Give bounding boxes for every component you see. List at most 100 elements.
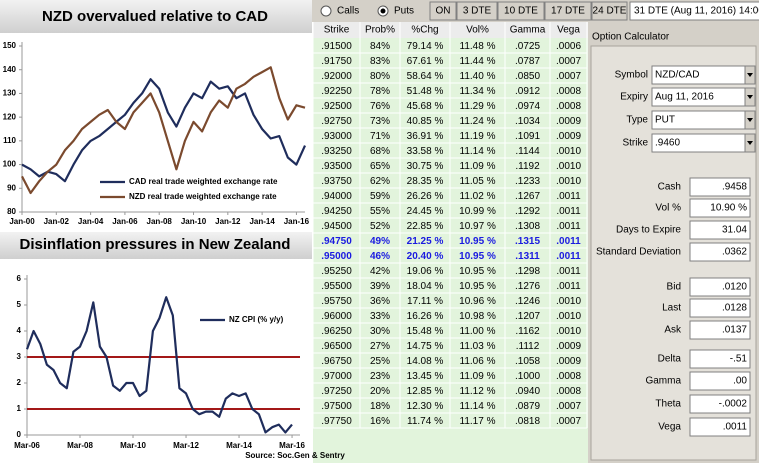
- field-label: Expiry: [620, 92, 648, 103]
- x-tick-label: Jan-12: [215, 217, 241, 226]
- value-box: [689, 298, 751, 318]
- field-label: Bid: [667, 282, 681, 293]
- cell: .0007: [556, 401, 581, 412]
- cell: 11.03 %: [460, 341, 496, 352]
- cell: .95750: [321, 296, 352, 307]
- button-label[interactable]: 10 DTE: [504, 6, 538, 17]
- select-value: .9460: [655, 138, 680, 149]
- cell: 84%: [370, 41, 390, 52]
- button[interactable]: [544, 1, 592, 21]
- cell: 79.14 %: [407, 41, 444, 52]
- cell: .0011: [556, 251, 581, 262]
- cell: .1311: [515, 251, 540, 262]
- column-header: %Chg: [411, 25, 438, 36]
- cell: 10.95 %: [459, 281, 496, 292]
- arrow-icon: [747, 141, 753, 145]
- field-label: Vega: [658, 422, 681, 433]
- cell: .0879: [515, 401, 540, 412]
- x-tick-label: Mar-14: [226, 441, 252, 450]
- column-header: Vega: [557, 25, 580, 36]
- y-tick-label: 120: [3, 112, 17, 121]
- cell: .96250: [321, 326, 352, 337]
- cell: 11.17 %: [460, 416, 496, 427]
- button-label[interactable]: 3 DTE: [463, 6, 492, 17]
- y-tick-label: 110: [3, 136, 16, 145]
- cell: 11.48 %: [460, 41, 496, 52]
- field-label: Days to Expire: [616, 225, 681, 236]
- cell: 11.00 %: [460, 326, 496, 337]
- button-label[interactable]: 17 DTE: [551, 6, 585, 17]
- radio-label[interactable]: Calls: [337, 6, 359, 17]
- y-tick-label: 90: [7, 183, 16, 192]
- cell: 13.45 %: [407, 371, 444, 382]
- field-value: .0120: [722, 282, 747, 293]
- button[interactable]: [591, 1, 628, 21]
- radio-label[interactable]: Puts: [394, 6, 414, 17]
- cell: .1267: [515, 191, 540, 202]
- cell: .1292: [515, 206, 540, 217]
- button-label[interactable]: 24 DTE: [593, 6, 627, 17]
- arrow-icon: [747, 95, 753, 99]
- y-tick-label: 3: [17, 352, 22, 361]
- button[interactable]: [497, 1, 545, 21]
- cell: 10.98 %: [459, 311, 496, 322]
- y-tick-label: 80: [7, 207, 16, 216]
- y-tick-label: 0: [17, 430, 22, 439]
- button-label[interactable]: ON: [436, 6, 451, 17]
- column-header: Vol%: [466, 25, 489, 36]
- cell: .0974: [515, 101, 540, 112]
- cell: 55%: [370, 206, 390, 217]
- cell: 26.26 %: [407, 191, 444, 202]
- cell: 76%: [370, 101, 390, 112]
- field-label: Cash: [658, 182, 681, 193]
- cell: .0787: [515, 56, 540, 67]
- cell: 15.48 %: [407, 326, 444, 337]
- cell: 36%: [370, 296, 390, 307]
- cell: 58.64 %: [407, 71, 444, 82]
- cell: .0010: [556, 311, 581, 322]
- x-tick-label: Mar-10: [120, 441, 146, 450]
- cell: 33%: [370, 311, 390, 322]
- cell: 65%: [370, 161, 390, 172]
- cell: .0008: [556, 386, 581, 397]
- cell: .0725: [515, 41, 540, 52]
- cell: .1246: [515, 296, 540, 307]
- cell: 10.95 %: [459, 266, 496, 277]
- cell: .95000: [321, 251, 352, 262]
- cell: .0010: [556, 161, 581, 172]
- cell: 21.25 %: [407, 236, 444, 247]
- cell: .1112: [516, 341, 540, 352]
- cell: .97750: [321, 416, 352, 427]
- field-value: .0362: [722, 247, 747, 258]
- title-band: [0, 232, 312, 259]
- value-box: [689, 242, 751, 262]
- value-box: [689, 177, 751, 197]
- cell: 11.14 %: [460, 401, 496, 412]
- cell: .0011: [556, 221, 581, 232]
- field-value: 10.90 %: [710, 203, 747, 214]
- cell: 25%: [370, 356, 390, 367]
- cell: 62%: [370, 176, 390, 187]
- cell: .0010: [556, 146, 581, 157]
- value-box: [689, 394, 751, 414]
- cell: .96500: [321, 341, 352, 352]
- value-box: [689, 320, 751, 340]
- radio[interactable]: [320, 5, 332, 17]
- button[interactable]: [429, 1, 457, 21]
- x-tick-label: Jan-02: [44, 217, 70, 226]
- value-box: [689, 277, 751, 297]
- cell: .0009: [556, 116, 581, 127]
- cell: 11.29 %: [460, 101, 496, 112]
- cell: 11.09 %: [460, 371, 496, 382]
- cell: 11.02 %: [460, 191, 496, 202]
- cell: 18%: [370, 401, 390, 412]
- cell: .1091: [515, 131, 540, 142]
- arrow-icon: [747, 73, 753, 77]
- cell: .93000: [321, 131, 352, 142]
- left-panel: [0, 0, 312, 463]
- legend-label: NZ CPI (% y/y): [229, 315, 284, 324]
- value-box: [689, 417, 751, 437]
- field-value: .0128: [722, 303, 747, 314]
- button[interactable]: [456, 1, 498, 21]
- cell: .93250: [321, 146, 352, 157]
